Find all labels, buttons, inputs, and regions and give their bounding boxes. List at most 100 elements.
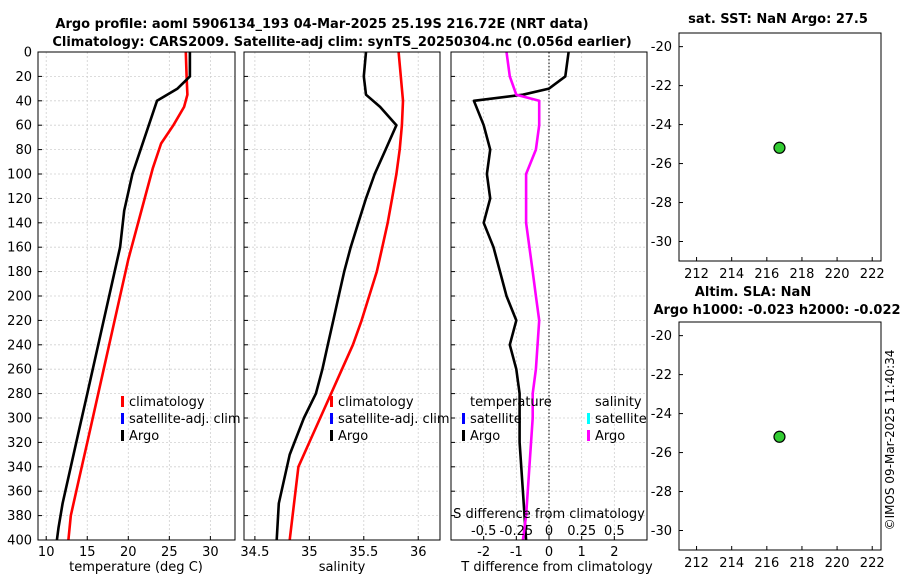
map-x-tick-label: 218	[790, 556, 815, 571]
legend-argo-swatch	[121, 430, 124, 441]
legend-satellite-swatch	[330, 413, 333, 424]
map-x-tick-label: 222	[860, 267, 885, 282]
map-y-tick-label: -28	[651, 196, 672, 211]
legend-s-satellite: satellite	[595, 412, 647, 427]
y-tick-label: 380	[7, 509, 32, 524]
y-tick-label: 240	[7, 338, 32, 353]
x-tick-label: 2	[610, 545, 618, 560]
header-line1: Argo profile: aoml 5906134_193 04-Mar-20…	[55, 17, 588, 32]
sla-map-title: Altim. SLA: NaN	[695, 285, 811, 300]
top-x-tick-label: 0.5	[604, 524, 625, 539]
x-tick-label: 20	[120, 545, 137, 560]
salinity-lines	[275, 51, 405, 541]
x-tick-label: 0	[545, 545, 553, 560]
legend-argo: Argo	[338, 429, 368, 444]
difference-top-ticks: -0.5 -0.25 0 0.25 0.5	[471, 524, 625, 539]
map-x-tick-label: 212	[684, 556, 709, 571]
y-tick-label: 200	[7, 290, 32, 305]
map-x-tick-label: 220	[825, 267, 850, 282]
map-y-tick-label: -26	[651, 157, 672, 172]
difference-panel: -2 -1 0 1 2 -0.5 -0.25 0 0.25 0.5 S difference f…	[450, 51, 653, 575]
legend-t-argo: Argo	[470, 429, 500, 444]
legend-s-satellite-swatch	[587, 413, 590, 424]
x-tick-label: 25	[161, 545, 178, 560]
difference-ticks: -2 -1 0 1 2	[451, 51, 618, 560]
map-y-tick-label: -30	[651, 524, 672, 539]
x-tick-label: 36	[410, 545, 427, 560]
y-tick-label: 220	[7, 314, 32, 329]
map-x-tick-label: 216	[754, 556, 779, 571]
map-y-tick-label: -22	[651, 79, 672, 94]
y-tick-label: 280	[7, 387, 32, 402]
temperature-legend: climatology satellite-adj. clim Argo	[121, 395, 241, 444]
legend-argo-swatch	[330, 430, 333, 441]
x-tick-label: 10	[38, 545, 55, 560]
legend-satellite-swatch	[121, 413, 124, 424]
map-y-tick-label: -28	[651, 485, 672, 500]
map-x-tick-label: 212	[684, 267, 709, 282]
map-y-tick-label: -30	[651, 235, 672, 250]
x-tick-label: 35.5	[349, 545, 378, 560]
sst-map-axes-box	[678, 32, 882, 262]
y-tick-label: 340	[7, 460, 32, 475]
salinity-ticks: 34.5 35 35.5 36	[240, 51, 427, 560]
map-x-tick-label: 214	[719, 267, 744, 282]
series-line-climatology	[67, 51, 189, 541]
difference-top-xlabel: S difference from climatology	[453, 507, 645, 522]
salinity-legend: climatology satellite-adj. clim Argo	[330, 395, 450, 444]
x-tick-label: 30	[202, 545, 219, 560]
sst-map-points	[773, 141, 786, 154]
legend-t-satellite: satellite	[470, 412, 522, 427]
top-x-tick-label: -0.5	[471, 524, 496, 539]
map-x-tick-label: 222	[860, 556, 885, 571]
y-tick-label: 260	[7, 363, 32, 378]
temperature-xlabel: temperature (deg C)	[69, 560, 203, 575]
y-tick-label: 360	[7, 485, 32, 500]
difference-xlabel: T difference from climatology	[460, 560, 653, 575]
x-tick-label: -2	[477, 545, 490, 560]
series-line-argo	[55, 52, 192, 541]
map-x-tick-label: 216	[754, 267, 779, 282]
top-x-tick-label: -0.25	[500, 524, 534, 539]
legend-argo: Argo	[129, 429, 159, 444]
map-x-tick-label: 220	[825, 556, 850, 571]
legend-climatology: climatology	[129, 395, 205, 410]
y-tick-label: 120	[7, 192, 32, 207]
sla-map-axes-box	[678, 321, 882, 551]
x-tick-label: 34.5	[240, 545, 269, 560]
x-tick-label: -1	[510, 545, 523, 560]
map-y-tick-label: -20	[651, 329, 672, 344]
y-tick-label: 80	[15, 143, 32, 158]
top-x-tick-label: 0	[545, 524, 553, 539]
legend-t-argo-swatch	[462, 430, 465, 441]
difference-legend-salinity: salinity satellite Argo	[587, 395, 647, 444]
series-line-climatology	[288, 51, 405, 541]
y-tick-label: 300	[7, 412, 32, 427]
sst-map-ticks: -20 -22 -24 -26 -28 -30 212 214 216 218 220 222	[651, 40, 885, 282]
y-tick-label: 0	[24, 46, 32, 61]
sst-map-title: sat. SST: NaN Argo: 27.5	[688, 12, 868, 27]
x-tick-label: 35	[301, 545, 318, 560]
y-tick-label: 40	[15, 94, 32, 109]
legend-satellite: satellite-adj. clim	[338, 412, 450, 427]
temperature-ticks: 0 20 40 60 80 100 120 140 160 180 200 220 240 260 280 3…	[7, 46, 218, 561]
sla-map-subtitle: Argo h1000: -0.023 h2000: -0.022	[653, 303, 900, 318]
temperature-lines	[55, 51, 192, 541]
temperature-grid	[38, 51, 235, 541]
legend-s-argo: Argo	[595, 429, 625, 444]
series-line-s-argo	[505, 51, 541, 541]
credit-text: ©IMOS 09-Mar-2025 11:40:34	[883, 350, 897, 531]
legend-climatology: climatology	[338, 395, 414, 410]
salinity-xlabel: salinity	[319, 560, 366, 575]
y-tick-label: 400	[7, 534, 32, 549]
y-tick-label: 60	[15, 119, 32, 134]
argo-location-marker	[773, 141, 786, 154]
sla-map-points	[773, 430, 786, 443]
map-x-tick-label: 218	[790, 267, 815, 282]
legend-salinity-title: salinity	[595, 395, 642, 410]
map-y-tick-label: -22	[651, 368, 672, 383]
legend-s-argo-swatch	[587, 430, 590, 441]
map-x-tick-label: 214	[719, 556, 744, 571]
y-tick-label: 180	[7, 265, 32, 280]
